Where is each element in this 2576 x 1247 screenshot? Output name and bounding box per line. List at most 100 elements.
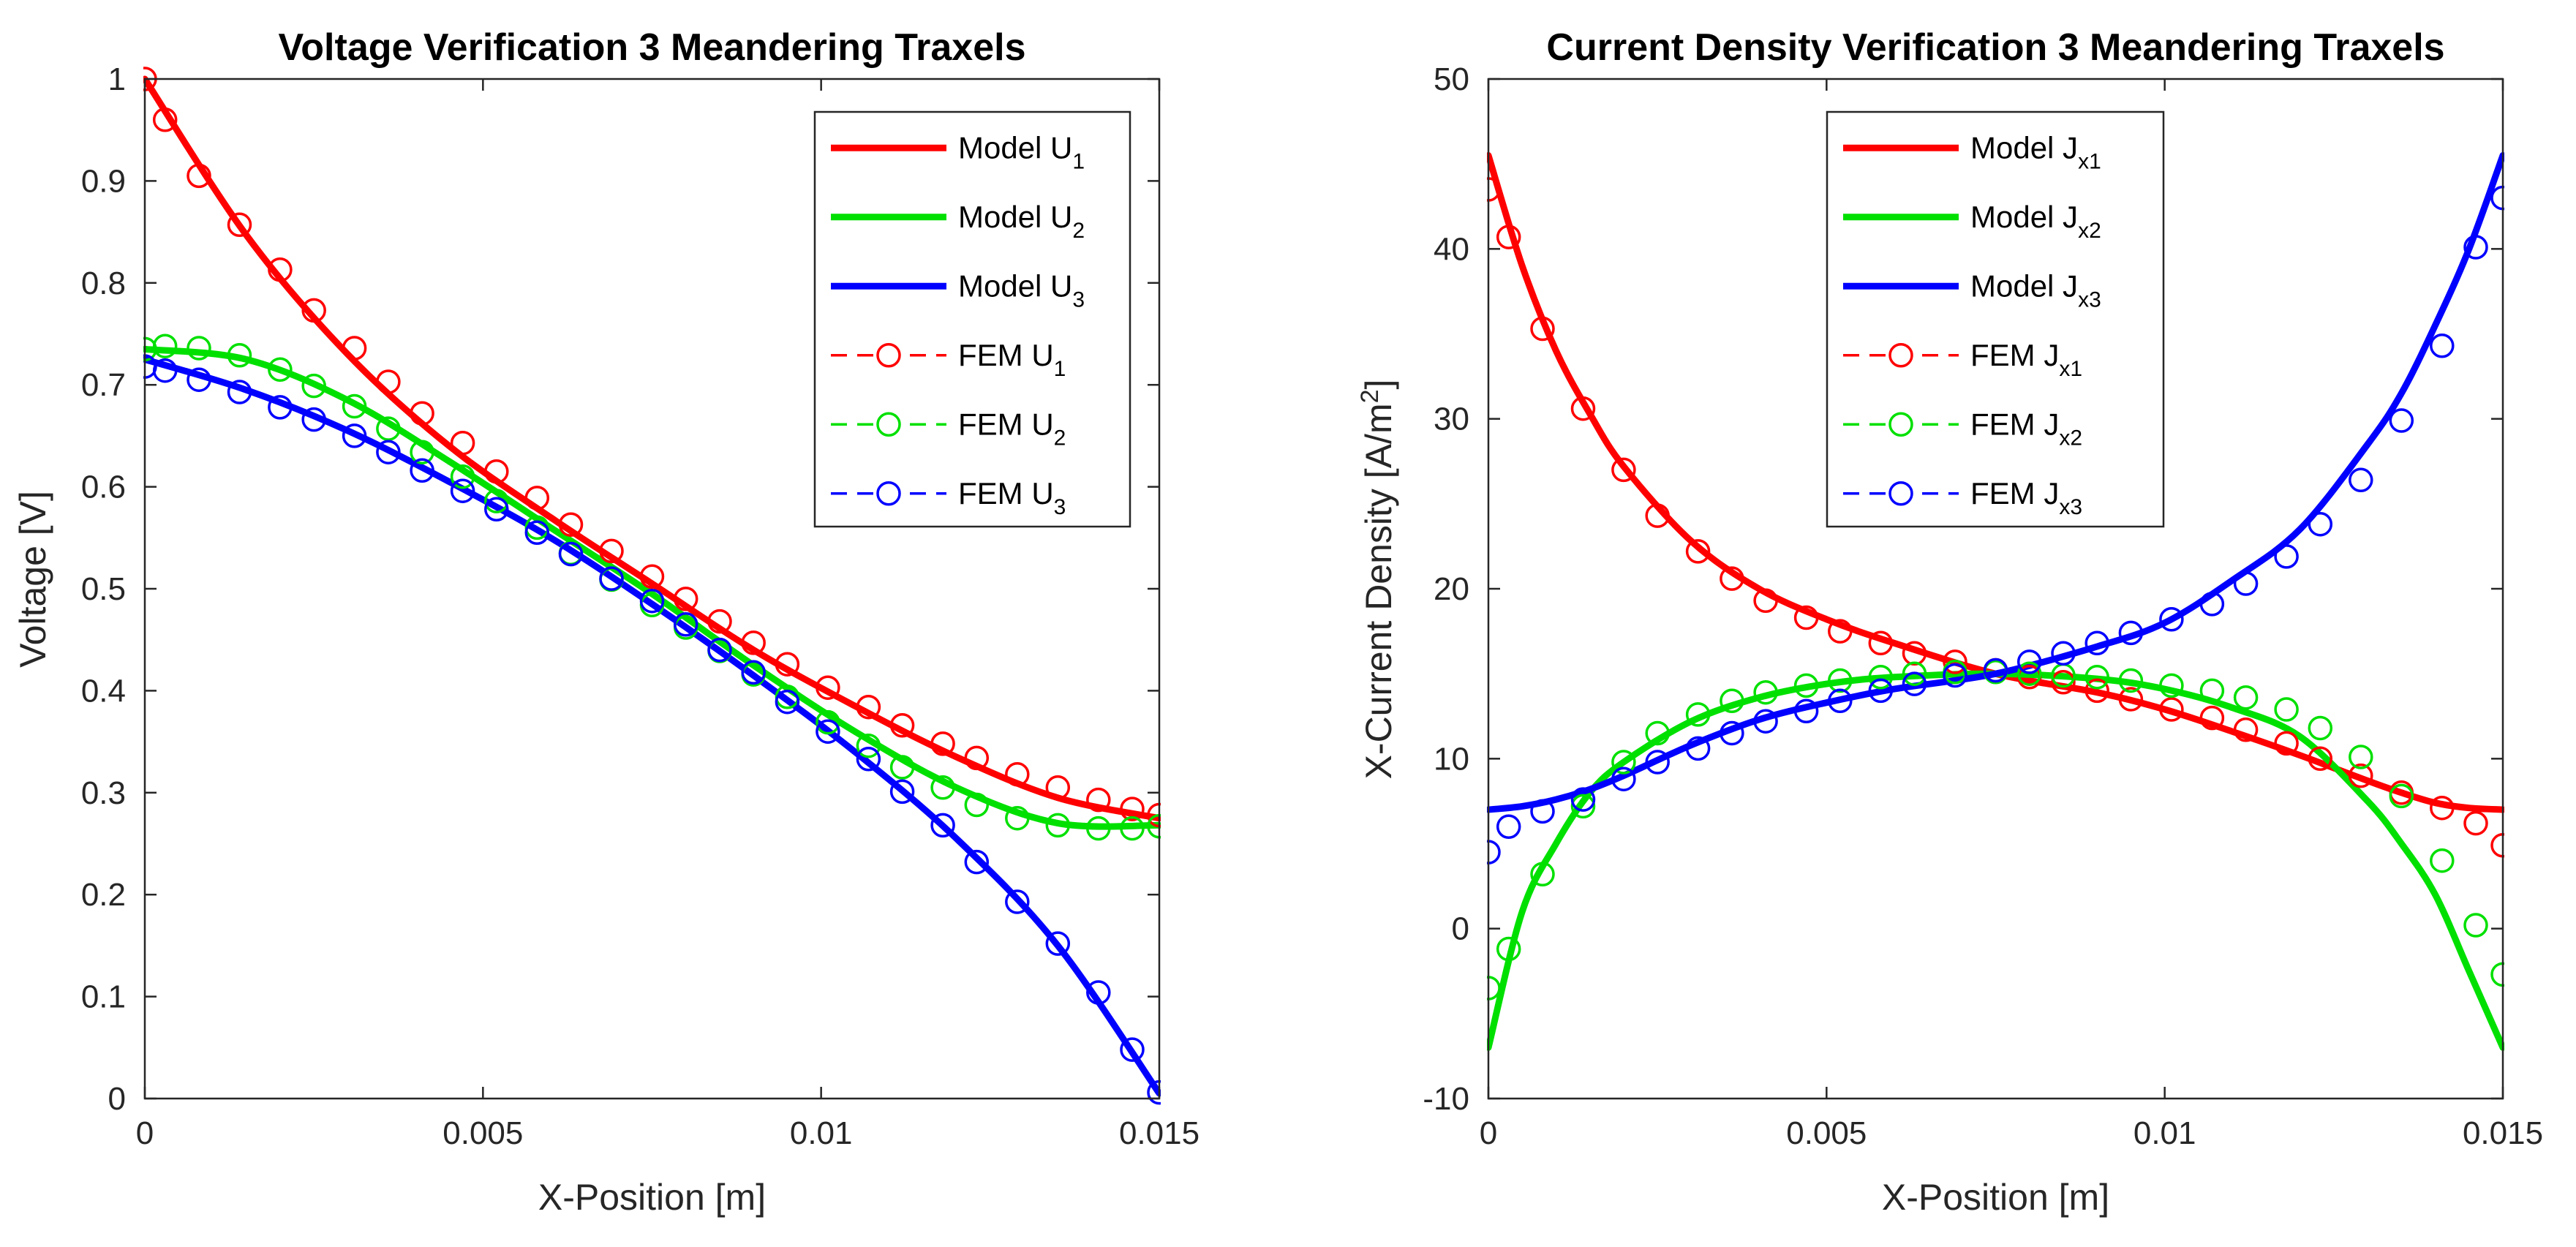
legend-box bbox=[813, 110, 1131, 528]
marker bbox=[2274, 544, 2299, 569]
marker bbox=[1645, 750, 1670, 775]
legend-label: Model U2 bbox=[958, 200, 1085, 243]
y-tick-label: 0.1 bbox=[81, 979, 126, 1015]
legend-label: FEM U3 bbox=[958, 476, 1066, 519]
marker bbox=[639, 564, 665, 589]
x-tick-label: 0 bbox=[1480, 1115, 1497, 1151]
legend-entry: Model Jx2 bbox=[1843, 200, 2101, 243]
x-tick-label: 0.015 bbox=[2463, 1115, 2543, 1151]
marker bbox=[1611, 457, 1636, 483]
marker bbox=[152, 108, 178, 132]
y-axis-label: X-Current Density [A/m2] bbox=[1356, 380, 1399, 780]
marker bbox=[930, 731, 955, 756]
marker bbox=[889, 713, 915, 738]
marker bbox=[775, 689, 800, 715]
marker bbox=[2016, 649, 2042, 674]
marker bbox=[2274, 697, 2299, 722]
voltage-chart: 0 0.005 0.01 0.015 0 0.1 0.2 0.3 0.4 0.5 0.6 0.7 0.8… bbox=[12, 26, 1200, 1218]
marker bbox=[410, 458, 434, 483]
marker bbox=[1902, 671, 1927, 696]
marker bbox=[964, 792, 990, 818]
x-tick-label: 0.015 bbox=[1119, 1115, 1200, 1151]
marker bbox=[1793, 673, 1819, 698]
marker bbox=[1120, 815, 1145, 841]
marker bbox=[1685, 539, 1711, 564]
legend-box bbox=[1826, 110, 2165, 528]
marker bbox=[1045, 813, 1071, 838]
marker bbox=[816, 709, 840, 735]
x-tick-label: 0.005 bbox=[442, 1115, 523, 1151]
marker bbox=[673, 612, 698, 637]
marker bbox=[2430, 795, 2455, 821]
marker bbox=[558, 512, 584, 537]
marker bbox=[2308, 715, 2333, 741]
marker bbox=[816, 719, 840, 744]
current-density-chart: 0 0.005 0.01 0.015 -10 0 10 20 30 40 50 Current Den… bbox=[1356, 26, 2543, 1218]
marker bbox=[2159, 607, 2184, 632]
marker bbox=[2308, 511, 2333, 537]
marker bbox=[2051, 670, 2076, 695]
marker bbox=[1005, 889, 1030, 914]
legend-entry: Model U3 bbox=[831, 268, 1085, 312]
marker bbox=[1120, 1037, 1145, 1062]
series-line-model-u1 bbox=[143, 75, 1161, 822]
y-tick-label: 0.2 bbox=[81, 877, 126, 913]
marker bbox=[1793, 698, 1819, 724]
marker bbox=[1685, 702, 1711, 727]
marker bbox=[1086, 815, 1111, 841]
marker bbox=[410, 440, 434, 464]
marker bbox=[1868, 678, 1894, 704]
legend-marker bbox=[876, 481, 901, 506]
marker bbox=[227, 380, 252, 404]
marker bbox=[741, 630, 766, 655]
marker bbox=[2051, 641, 2076, 666]
marker bbox=[2463, 810, 2488, 836]
legend-label: Model Jx2 bbox=[1970, 200, 2101, 243]
legend-entry: FEM U2 bbox=[831, 407, 1066, 450]
marker bbox=[1753, 588, 1778, 614]
legend-entry: Model U1 bbox=[831, 130, 1085, 173]
marker bbox=[1570, 396, 1596, 421]
marker bbox=[707, 637, 732, 663]
plot-series bbox=[1487, 152, 2504, 1051]
marker bbox=[599, 538, 624, 564]
marker bbox=[2159, 697, 2184, 722]
x-tick-label: 0 bbox=[136, 1115, 154, 1151]
x-axis-label: X-Position [m] bbox=[538, 1177, 766, 1218]
marker bbox=[2430, 848, 2455, 873]
legend-entry: FEM U3 bbox=[831, 476, 1066, 519]
marker bbox=[2084, 665, 2109, 690]
marker bbox=[268, 257, 293, 282]
marker bbox=[1868, 665, 1894, 690]
marker bbox=[1005, 761, 1030, 787]
y-tick-label: 0.5 bbox=[81, 571, 126, 607]
chart-title: Voltage Verification 3 Meandering Traxel… bbox=[278, 26, 1025, 69]
marker bbox=[1753, 709, 1778, 734]
marker bbox=[2274, 731, 2299, 756]
marker bbox=[1828, 619, 1853, 644]
marker bbox=[599, 566, 624, 591]
marker bbox=[2118, 687, 2144, 712]
marker bbox=[1570, 794, 1596, 819]
marker bbox=[376, 416, 401, 441]
legend-entry: Model Jx3 bbox=[1843, 268, 2101, 312]
legend-label: Model Jx3 bbox=[1970, 268, 2101, 312]
marker bbox=[1005, 805, 1030, 831]
marker bbox=[1611, 750, 1636, 775]
marker bbox=[187, 367, 211, 392]
marker bbox=[1943, 649, 1967, 674]
marker bbox=[152, 358, 178, 383]
marker bbox=[268, 357, 293, 383]
plot-series bbox=[143, 67, 1161, 1105]
marker bbox=[484, 497, 509, 522]
marker bbox=[2084, 630, 2109, 656]
marker bbox=[1753, 679, 1778, 705]
marker bbox=[1720, 688, 1744, 714]
marker bbox=[2389, 783, 2414, 809]
marker bbox=[1496, 225, 1521, 249]
legend-entry: Model Jx1 bbox=[1843, 130, 2101, 173]
legend-entry: Model U2 bbox=[831, 200, 1085, 243]
legend-label: FEM Jx2 bbox=[1970, 407, 2082, 450]
legend-label: Model U1 bbox=[958, 130, 1085, 173]
y-tick-label: 40 bbox=[1434, 231, 1469, 267]
